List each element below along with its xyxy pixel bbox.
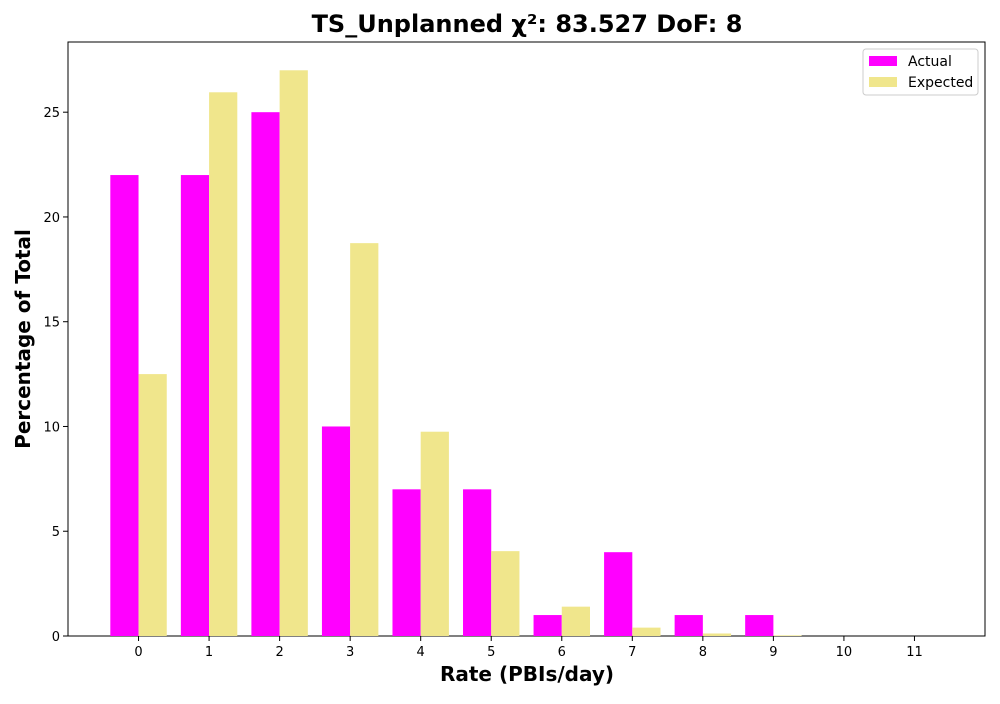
x-tick-label: 5 xyxy=(487,645,495,660)
x-tick-label: 0 xyxy=(134,645,142,660)
bar-actual-7 xyxy=(604,552,633,636)
bar-actual-2 xyxy=(251,112,280,636)
bars-layer xyxy=(110,70,802,637)
y-tick-label: 25 xyxy=(43,106,60,121)
x-axis: 0 1 2 3 4 5 6 7 8 9 10 11 xyxy=(134,636,923,660)
bar-actual-4 xyxy=(392,489,421,636)
bar-expected-5 xyxy=(491,551,520,636)
bar-expected-7 xyxy=(632,627,661,636)
y-tick-label: 15 xyxy=(43,316,60,331)
bar-expected-8 xyxy=(702,633,732,636)
bar-actual-6 xyxy=(533,615,562,636)
x-tick-label: 10 xyxy=(836,645,853,660)
legend-label-actual: Actual xyxy=(908,54,952,70)
x-tick-label: 1 xyxy=(205,645,213,660)
bar-expected-1 xyxy=(209,92,238,637)
plot-area-frame xyxy=(67,41,986,637)
y-tick-label: 5 xyxy=(52,525,60,540)
y-tick-label: 20 xyxy=(43,211,60,226)
x-axis-label: Rate (PBIs/day) xyxy=(440,662,614,686)
bar-expected-4 xyxy=(420,431,449,636)
y-tick-label: 0 xyxy=(52,630,60,645)
x-tick-label: 4 xyxy=(417,645,425,660)
bar-expected-6 xyxy=(561,606,590,636)
y-axis-label: Percentage of Total xyxy=(11,229,35,449)
bar-actual-8 xyxy=(674,615,703,636)
x-tick-label: 9 xyxy=(769,645,777,660)
bar-expected-3 xyxy=(350,243,379,636)
chart-title: TS_Unplanned χ²: 83.527 DoF: 8 xyxy=(312,10,743,38)
x-tick-label: 8 xyxy=(699,645,707,660)
y-axis: 0 5 10 15 20 25 xyxy=(43,106,68,645)
bar-expected-0 xyxy=(138,374,167,636)
legend-swatch-actual xyxy=(869,56,897,66)
bar-actual-3 xyxy=(321,426,351,636)
series-actual xyxy=(110,112,774,637)
x-tick-label: 2 xyxy=(275,645,283,660)
legend-swatch-expected xyxy=(869,77,897,87)
y-tick-label: 10 xyxy=(43,420,60,435)
bar-actual-0 xyxy=(110,175,139,637)
x-tick-label: 6 xyxy=(558,645,566,660)
bar-expected-9 xyxy=(773,635,802,636)
bar-expected-2 xyxy=(279,70,308,637)
bar-actual-9 xyxy=(745,615,774,636)
x-tick-label: 11 xyxy=(906,645,923,660)
x-tick-label: 3 xyxy=(346,645,354,660)
x-tick-label: 7 xyxy=(628,645,636,660)
series-expected xyxy=(138,70,802,637)
bar-actual-5 xyxy=(463,489,492,636)
bar-actual-1 xyxy=(180,175,210,637)
legend-label-expected: Expected xyxy=(908,75,973,91)
legend: Actual Expected xyxy=(862,48,979,96)
